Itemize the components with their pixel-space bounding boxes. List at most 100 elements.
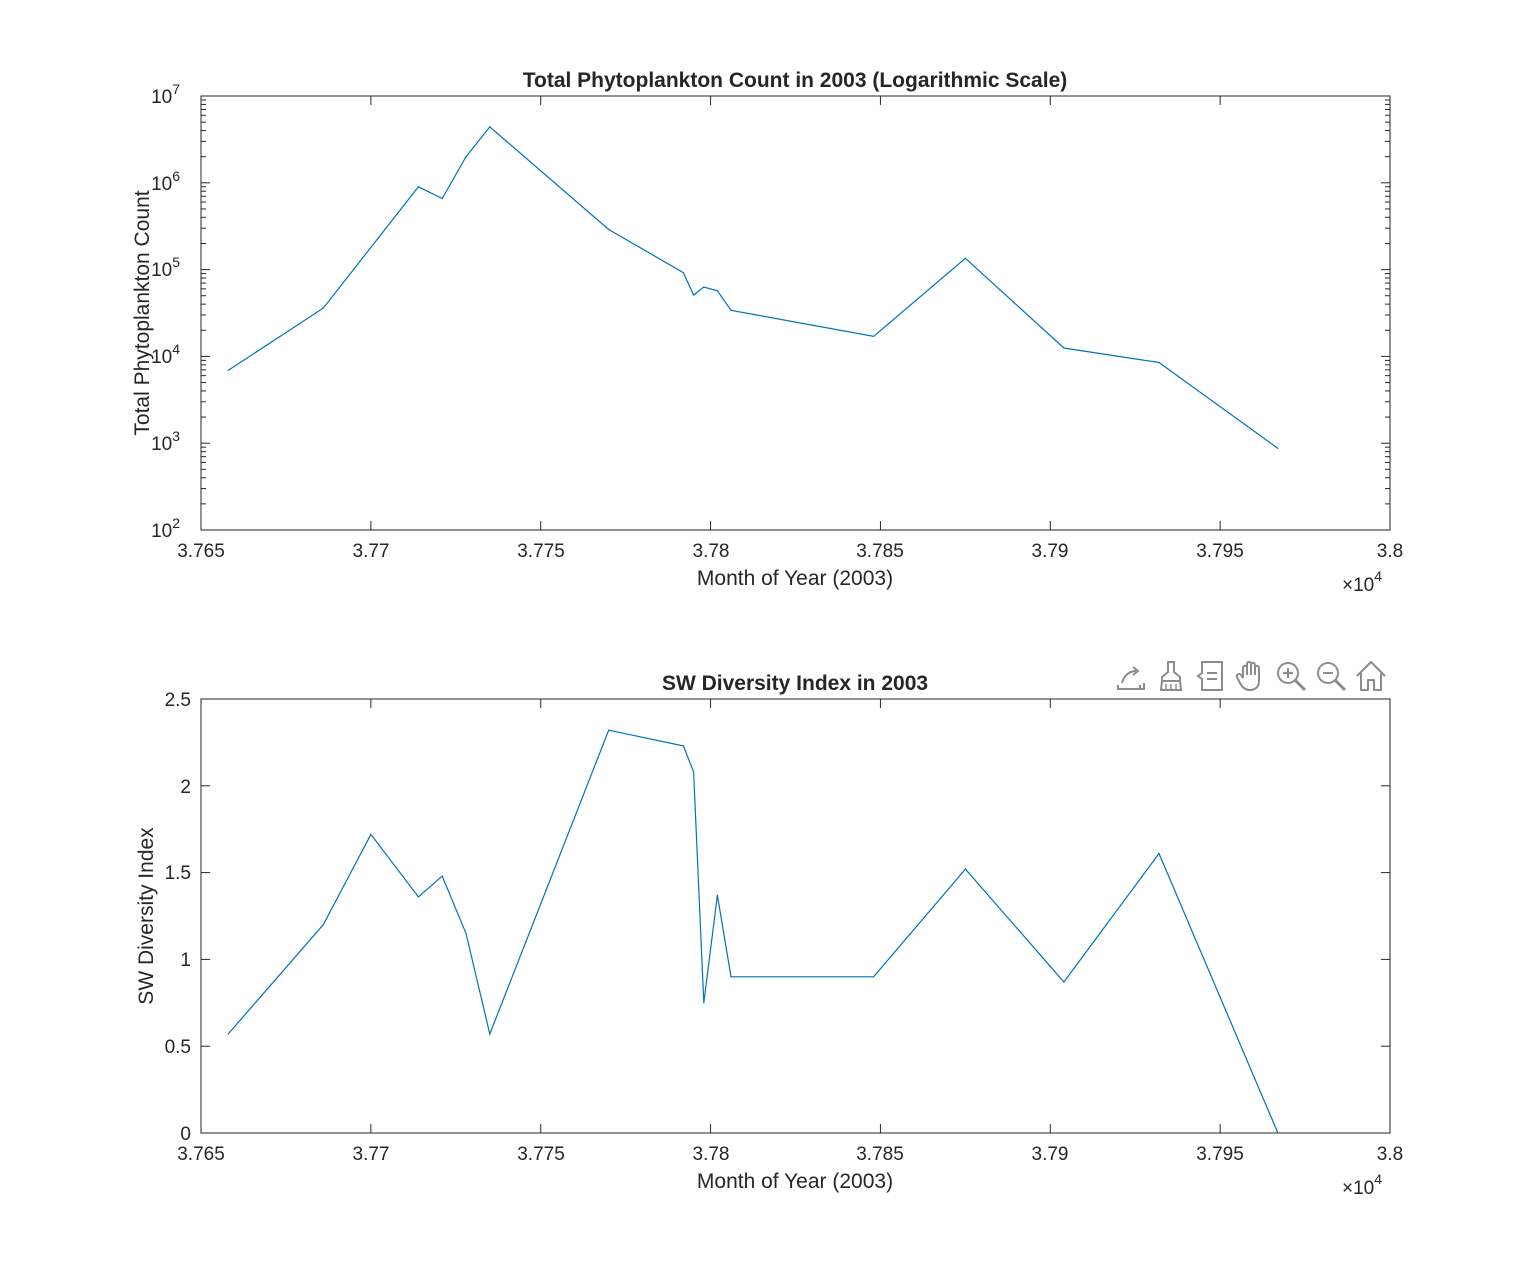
data-point bbox=[608, 228, 610, 231]
zoom-out-icon bbox=[1317, 662, 1347, 692]
chart-title-diversity: SW Diversity Index in 2003 bbox=[662, 672, 928, 695]
x-tick-label: 3.765 bbox=[177, 1144, 225, 1165]
x-tick-label: 3.79 bbox=[1032, 1144, 1069, 1165]
data-point bbox=[873, 335, 875, 337]
y-axis-label-top: Total Phytoplankton Count bbox=[131, 190, 154, 435]
x-tick-labels-top: 3.765 3.77 3.775 3.78 3.785 3.79 3.795 3… bbox=[177, 541, 1403, 562]
y-tick-label: 1 bbox=[180, 950, 191, 971]
data-point bbox=[1158, 361, 1160, 364]
data-point bbox=[417, 186, 419, 188]
data-point bbox=[465, 156, 467, 158]
restore-view-button[interactable] bbox=[1352, 656, 1390, 696]
x-tick-label: 3.765 bbox=[177, 541, 225, 562]
data-point bbox=[693, 294, 695, 296]
data-point bbox=[370, 833, 372, 836]
x-tick-label: 3.78 bbox=[693, 541, 730, 562]
x-tick-label: 3.8 bbox=[1377, 1144, 1403, 1165]
y-tick-label: 106 bbox=[151, 168, 180, 195]
series-line bbox=[227, 126, 1279, 449]
x-tick-label: 3.77 bbox=[353, 541, 390, 562]
tick-marks-bottom bbox=[200, 698, 1391, 1134]
phytoplankton-count-axes: Total Phytoplankton Count in 2003 (Logar… bbox=[131, 69, 1403, 596]
pan-button[interactable] bbox=[1232, 656, 1270, 696]
x-tick-label: 3.795 bbox=[1196, 541, 1244, 562]
data-point bbox=[1277, 1132, 1279, 1134]
chart-title-phytoplankton: Total Phytoplankton Count in 2003 (Logar… bbox=[523, 69, 1068, 92]
data-point bbox=[682, 745, 685, 747]
data-point bbox=[441, 197, 443, 200]
y-tick-labels-bottom: 0 0.5 1 1.5 2 2.5 bbox=[165, 690, 191, 1145]
y-axis-label-bottom: SW Diversity Index bbox=[135, 827, 158, 1005]
axes-toolbar bbox=[1112, 656, 1390, 696]
home-icon bbox=[1356, 661, 1386, 691]
zoom-out-button[interactable] bbox=[1312, 656, 1350, 696]
plot-frame-top bbox=[200, 95, 1391, 531]
brush-button[interactable] bbox=[1152, 656, 1190, 696]
x-tick-label: 3.77 bbox=[353, 1144, 390, 1165]
data-point bbox=[489, 1033, 491, 1035]
data-point bbox=[716, 290, 719, 292]
datatip-icon bbox=[1196, 661, 1223, 691]
data-point bbox=[441, 875, 443, 877]
export-icon bbox=[1117, 666, 1145, 690]
x-tick-labels-bottom: 3.765 3.77 3.775 3.78 3.785 3.79 3.795 3… bbox=[177, 1144, 1403, 1165]
data-point bbox=[964, 257, 967, 259]
y-tick-label: 105 bbox=[151, 254, 180, 281]
data-point bbox=[465, 932, 467, 935]
data-point bbox=[227, 369, 229, 371]
data-point bbox=[1277, 447, 1279, 449]
series-line bbox=[227, 729, 1279, 1134]
x-tick-label: 3.775 bbox=[517, 541, 565, 562]
y-tick-label: 103 bbox=[151, 428, 180, 455]
data-point bbox=[322, 924, 324, 926]
zoom-in-button[interactable] bbox=[1272, 656, 1310, 696]
data-point bbox=[703, 1002, 705, 1004]
plot-frame-bottom bbox=[200, 698, 1391, 1134]
y-tick-label: 107 bbox=[151, 81, 180, 108]
series-lines-top bbox=[227, 126, 1279, 449]
datatip-button[interactable] bbox=[1192, 656, 1230, 696]
y-tick-label: 102 bbox=[151, 515, 180, 542]
data-point bbox=[608, 729, 610, 731]
pan-hand-icon bbox=[1235, 660, 1260, 691]
data-point bbox=[964, 868, 967, 870]
tick-marks-top bbox=[200, 95, 1391, 531]
data-point bbox=[873, 976, 875, 978]
x-tick-label: 3.785 bbox=[856, 1144, 904, 1165]
y-tick-label: 104 bbox=[151, 341, 180, 368]
data-point bbox=[489, 126, 491, 128]
x-exponent-label-bottom: ×104 bbox=[1342, 1171, 1382, 1199]
data-point bbox=[703, 286, 705, 288]
data-point bbox=[1063, 981, 1065, 983]
data-point bbox=[716, 894, 719, 896]
data-point bbox=[227, 1033, 229, 1035]
diversity-index-axes: SW Diversity Index in 2003 3.765 3.77 3.… bbox=[135, 672, 1403, 1199]
y-tick-label: 0 bbox=[180, 1124, 191, 1145]
y-tick-label: 2 bbox=[180, 777, 191, 798]
series-lines-bottom bbox=[227, 729, 1279, 1134]
x-tick-label: 3.775 bbox=[517, 1144, 565, 1165]
data-point bbox=[693, 771, 695, 773]
data-point bbox=[1063, 347, 1065, 349]
y-tick-label: 0.5 bbox=[165, 1037, 191, 1058]
zoom-in-icon bbox=[1277, 662, 1307, 692]
x-tick-label: 3.78 bbox=[693, 1144, 730, 1165]
x-axis-label-bottom: Month of Year (2003) bbox=[697, 1170, 893, 1193]
data-point bbox=[417, 896, 419, 898]
x-tick-label: 3.785 bbox=[856, 541, 904, 562]
y-tick-label: 2.5 bbox=[165, 690, 191, 711]
y-tick-label: 1.5 bbox=[165, 863, 191, 884]
x-tick-label: 3.8 bbox=[1377, 541, 1403, 562]
data-point bbox=[730, 309, 732, 311]
export-button[interactable] bbox=[1112, 656, 1150, 696]
data-point bbox=[322, 307, 324, 309]
data-point bbox=[1158, 852, 1160, 855]
brush-icon bbox=[1159, 661, 1183, 691]
y-tick-labels-top: 102 103 104 105 106 107 bbox=[151, 81, 180, 542]
x-tick-label: 3.795 bbox=[1196, 1144, 1244, 1165]
data-point bbox=[730, 976, 732, 978]
data-point bbox=[682, 272, 685, 274]
x-exponent-label-top: ×104 bbox=[1342, 568, 1382, 596]
x-tick-label: 3.79 bbox=[1032, 541, 1069, 562]
